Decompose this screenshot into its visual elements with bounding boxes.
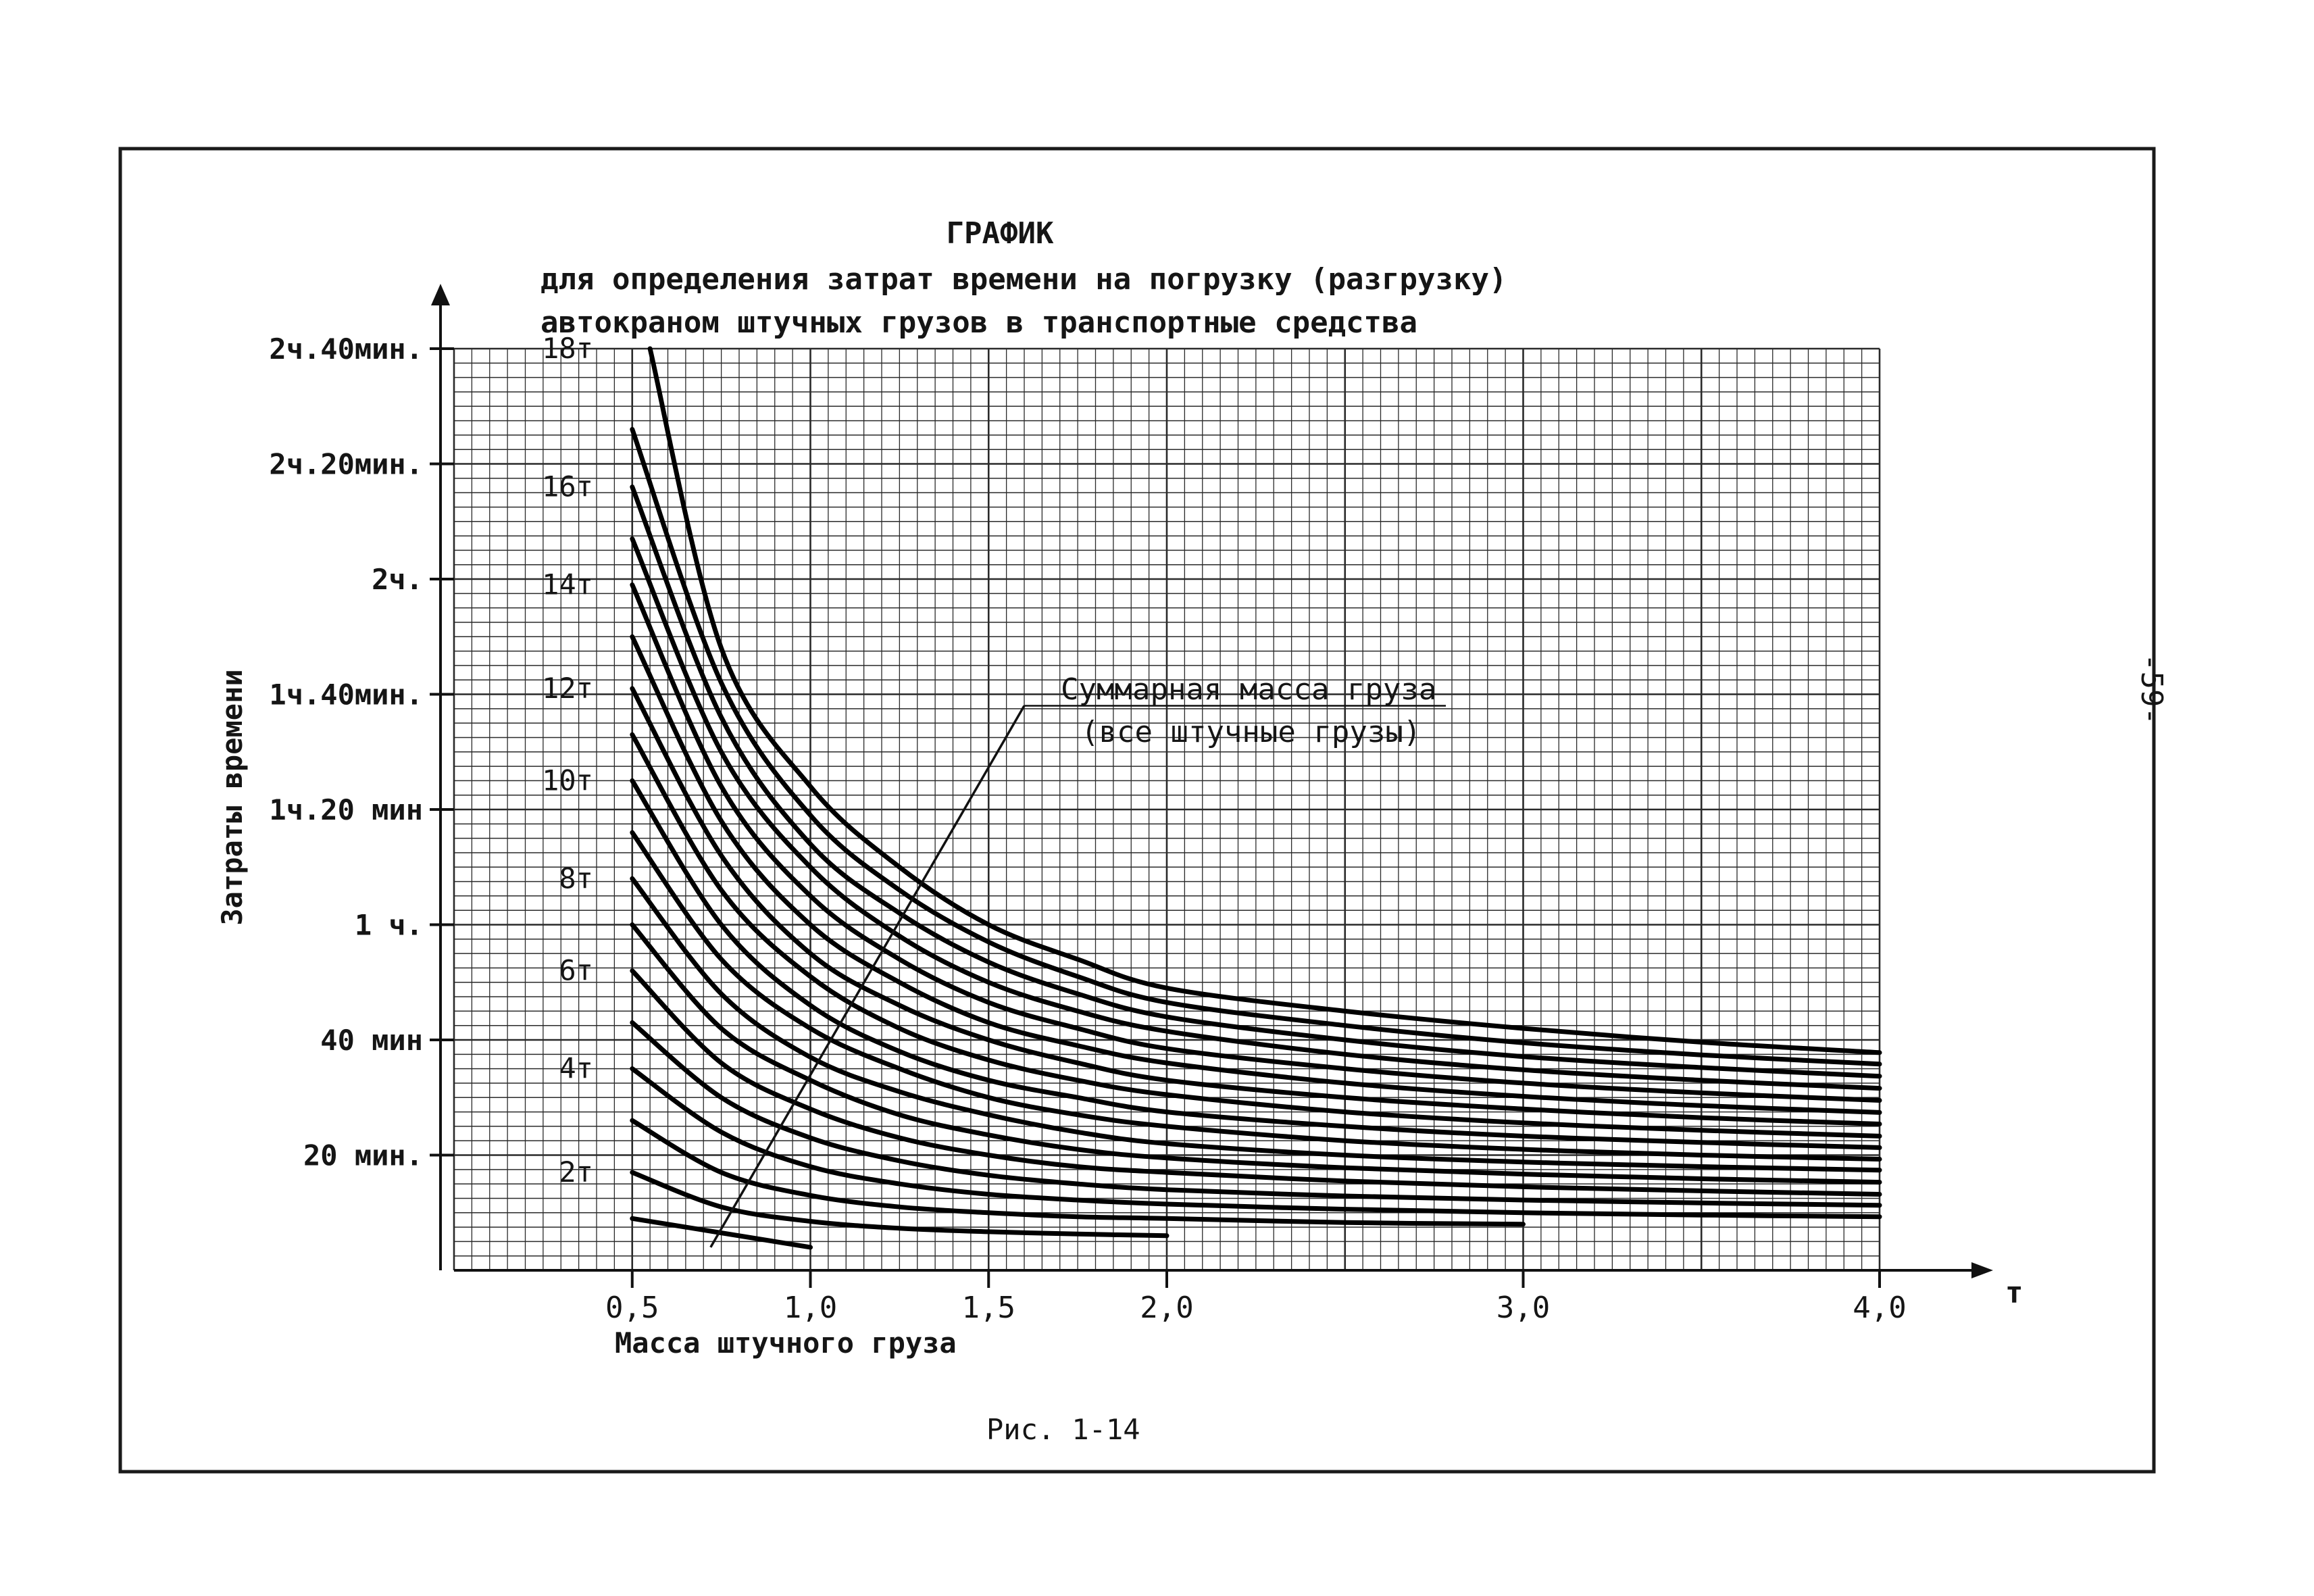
curve-label-6t: 6т (559, 954, 593, 987)
annotation-group (709, 705, 1446, 1248)
y-tick-label: 2ч. (372, 563, 423, 596)
axes (430, 284, 1993, 1288)
series-curve-7t (630, 922, 1882, 1185)
y-tick-label: 40 мин (320, 1024, 423, 1057)
chart-subtitle-line-2: автокраном штучных грузов в транспортные… (540, 305, 1417, 340)
series-curve-6t (630, 968, 1882, 1197)
grid (453, 347, 1881, 1272)
series-group (630, 346, 1882, 1250)
series-curve-11t (630, 732, 1882, 1139)
x-tick-label: 1,5 (962, 1291, 1015, 1325)
curve-label-12t: 12т (542, 672, 593, 705)
curve-label-16t: 16т (542, 470, 593, 503)
series-curve-3t (630, 1118, 1526, 1227)
series-curve-13t (630, 634, 1882, 1115)
curve-label-18t: 18т (542, 332, 593, 365)
side-page-number: -59- (2134, 653, 2169, 725)
tick-labels: 20 мин. 40 мин 1 ч. 1ч.20 мин 1ч.40мин. 2ч. 2ч… (269, 332, 1906, 1325)
series-curve-17t (630, 426, 1882, 1067)
annotation-pointer-line (709, 705, 1026, 1248)
y-axis-label: Затраты времени (216, 669, 249, 925)
y-tick-label: 1ч.20 мин (269, 793, 423, 826)
x-axis-label: Масса штучного груза (615, 1326, 957, 1360)
series-curve-8t (630, 876, 1882, 1173)
x-axis-unit: т (2005, 1276, 2023, 1310)
y-axis-arrow (431, 284, 450, 305)
series-curve-1t (630, 1216, 813, 1250)
curve-label-10t: 10т (542, 764, 593, 797)
y-tick-label: 20 мин. (303, 1139, 423, 1172)
series-curve-12t (630, 686, 1882, 1126)
curve-labels: 2т 4т 6т 8т 10т 12т 14т 16т 18т (542, 332, 593, 1189)
x-tick-label: 3,0 (1496, 1291, 1550, 1325)
y-tick-label: 1ч.40мин. (269, 678, 423, 712)
series-curve-10t (630, 778, 1882, 1150)
x-axis-arrow (1971, 1262, 1993, 1278)
series-curve-14t (630, 582, 1882, 1103)
curve-label-14t: 14т (542, 568, 593, 601)
series-curve-9t (630, 830, 1882, 1162)
annotation-line-1: Суммарная масса груза (1061, 672, 1436, 707)
x-tick-label: 1,0 (784, 1291, 837, 1325)
chart-subtitle-line-1: для определения затрат времени на погруз… (540, 262, 1507, 297)
curve-label-4t: 4т (559, 1052, 593, 1085)
x-tick-label: 0,5 (605, 1291, 659, 1325)
series-curve-5t (630, 1020, 1882, 1208)
series-curve-16t (630, 484, 1882, 1079)
page-frame (118, 147, 2156, 1474)
series-curve-15t (630, 536, 1882, 1091)
curve-label-8t: 8т (559, 862, 593, 895)
y-tick-label: 2ч.20мин. (269, 448, 423, 481)
series-curve-18t (647, 346, 1882, 1055)
annotation-line-2: (все штучные грузы) (1081, 715, 1421, 749)
curve-label-2t: 2т (559, 1155, 593, 1189)
series-curve-2t (630, 1170, 1169, 1239)
figure-caption: Рис. 1-14 (986, 1413, 1140, 1446)
chart-title: ГРАФИК (947, 216, 1054, 251)
series-curve-4t (630, 1066, 1882, 1220)
y-tick-label: 1 ч. (355, 909, 423, 942)
x-tick-label: 2,0 (1140, 1291, 1193, 1325)
x-tick-label: 4,0 (1853, 1291, 1906, 1325)
y-tick-label: 2ч.40мин. (269, 332, 423, 366)
